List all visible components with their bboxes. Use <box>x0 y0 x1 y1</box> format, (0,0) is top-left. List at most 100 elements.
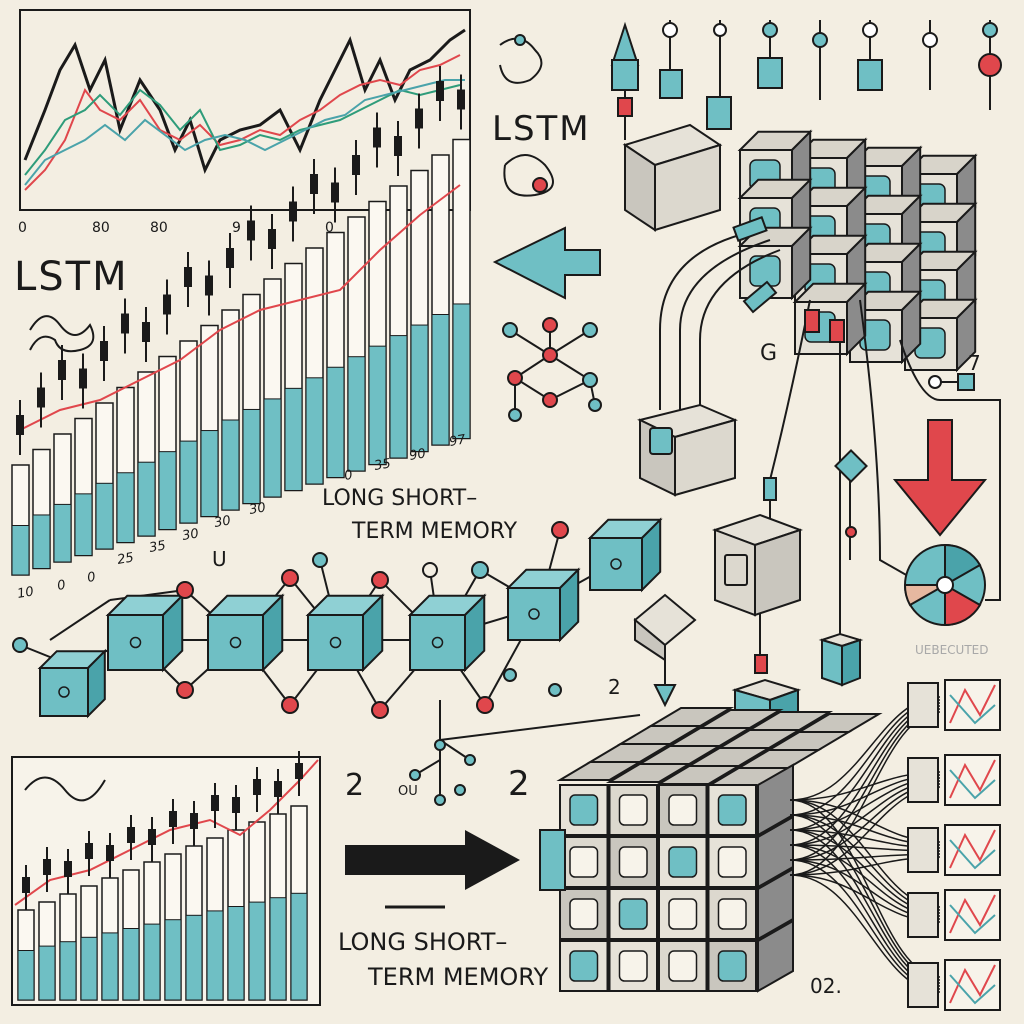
bar-columns <box>11 138 471 576</box>
candle-body <box>247 220 255 241</box>
rubik-top-tile <box>746 711 834 731</box>
slant-tick-1: 0 <box>56 578 67 594</box>
candle-body <box>289 201 297 222</box>
candle-body <box>85 843 93 859</box>
candle-body <box>436 81 444 101</box>
candle-body <box>457 89 465 110</box>
arrow-right-icon <box>345 830 520 909</box>
slant-tick-6: 30 <box>213 513 232 531</box>
rubik-side-plug <box>539 829 566 891</box>
bar-fill <box>164 919 182 1001</box>
candle-body <box>121 313 129 334</box>
candle-body <box>268 229 276 249</box>
bar-fill <box>80 936 98 1001</box>
bar-chart-main: 10 0 0 25 35 30 30 30 0 35 90 97 <box>11 66 471 602</box>
lstm-cell-cube <box>407 593 487 673</box>
bar-fill <box>305 377 324 485</box>
small-tree <box>409 700 476 806</box>
lstm-cell-cube <box>205 593 285 673</box>
thumbnail-tile <box>907 754 1001 806</box>
bottom-bars <box>17 805 308 1001</box>
candle-body <box>64 861 72 877</box>
bar-fill <box>431 314 450 446</box>
slant-tick-5: 30 <box>181 526 200 544</box>
top-tick-4: 0 <box>325 220 334 236</box>
bar-fill <box>410 324 429 452</box>
lstm-cell-cube <box>305 593 385 673</box>
num-g: G <box>760 341 777 366</box>
cube-single-top <box>622 123 723 232</box>
thumbnail-tile <box>907 679 1001 731</box>
connectors <box>732 216 845 674</box>
bar-fill <box>95 482 114 550</box>
lstm-cell-cube <box>505 567 581 643</box>
cube-grid-top <box>737 129 978 373</box>
num-2-left: 2 <box>345 768 364 803</box>
bar-fill <box>158 451 177 530</box>
candle-body <box>142 322 150 342</box>
top-tick-0: 0 <box>18 220 27 236</box>
color-wheel-icon <box>903 543 986 627</box>
lstm-label-center: LSTM <box>492 109 591 149</box>
candle-body <box>373 127 381 148</box>
rubik-side-tile <box>757 815 794 889</box>
candle-body <box>184 267 192 287</box>
bar-fill <box>32 514 51 570</box>
top-tick-3: 9 <box>232 220 241 236</box>
bar-fill <box>200 430 219 517</box>
bar-fill <box>227 906 245 1001</box>
bar-fill <box>17 950 35 1001</box>
candles <box>16 66 465 455</box>
lstm-label-left: LSTM <box>14 254 129 300</box>
bar-fill <box>185 914 203 1001</box>
lstm-cell-cube <box>587 517 663 593</box>
candle-body <box>205 275 213 296</box>
candle-body <box>211 795 219 811</box>
candle-body <box>16 415 24 435</box>
candle-body <box>295 763 303 779</box>
bar-fill <box>290 892 308 1001</box>
slant-tick-10: 90 <box>408 446 427 464</box>
candle-body <box>58 360 66 380</box>
server-blocks <box>637 403 868 742</box>
candle-body <box>169 811 177 827</box>
top-series-red <box>24 54 461 191</box>
top-series-green <box>24 84 461 176</box>
thumbnail-tile <box>907 889 1001 941</box>
probes-top <box>610 20 1002 140</box>
bar-fill <box>59 941 77 1001</box>
num-02: 02. <box>810 974 842 998</box>
candle-body <box>148 829 156 845</box>
candle-body <box>190 813 198 829</box>
candle-body <box>127 827 135 843</box>
grid-cube <box>737 225 813 301</box>
bar-fill <box>143 923 161 1001</box>
candle-body <box>274 781 282 797</box>
bar-chart-bottom <box>11 751 321 1006</box>
candle-body <box>106 845 114 861</box>
top-tick-1: 80 <box>92 220 110 236</box>
lstm-cell-cube <box>105 593 185 673</box>
candle-body <box>22 877 30 893</box>
candle-body <box>226 248 234 268</box>
rubik-side-tile <box>757 919 794 993</box>
bar-fill <box>206 910 224 1001</box>
candle-body <box>415 108 423 129</box>
slant-tick-7: 30 <box>248 500 267 518</box>
candle-body <box>100 341 108 361</box>
bar-fill <box>221 419 240 511</box>
bar-fill <box>74 493 93 557</box>
candle-body <box>331 182 339 203</box>
top-tick-2: 80 <box>150 220 168 236</box>
top-series-black <box>23 28 466 175</box>
faded-label: UEBECUTED <box>915 643 989 657</box>
thumbnail-tiles <box>907 679 1001 1011</box>
candle-body <box>352 155 360 175</box>
candle-body <box>310 174 318 194</box>
bar-fill <box>242 408 261 505</box>
bar-fill <box>248 901 266 1001</box>
arrow-left-icon <box>492 226 601 300</box>
scribble-top-center <box>499 34 554 197</box>
thumbnail-tile <box>907 959 1001 1011</box>
